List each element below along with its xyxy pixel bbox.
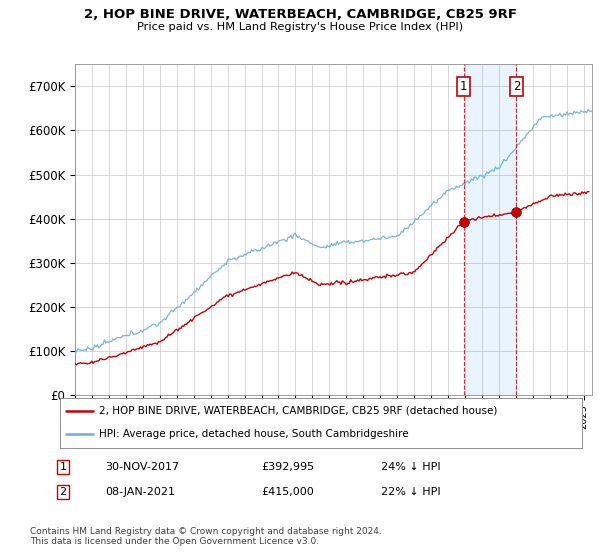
Bar — [464, 64, 517, 395]
Text: 24% ↓ HPI: 24% ↓ HPI — [381, 462, 440, 472]
Text: £392,995: £392,995 — [261, 462, 314, 472]
Text: 2, HOP BINE DRIVE, WATERBEACH, CAMBRIDGE, CB25 9RF: 2, HOP BINE DRIVE, WATERBEACH, CAMBRIDGE… — [83, 8, 517, 21]
Text: Contains HM Land Registry data © Crown copyright and database right 2024.
This d: Contains HM Land Registry data © Crown c… — [30, 526, 382, 546]
Text: 1: 1 — [460, 80, 467, 93]
Text: 08-JAN-2021: 08-JAN-2021 — [105, 487, 175, 497]
Text: 1: 1 — [59, 462, 67, 472]
Text: HPI: Average price, detached house, South Cambridgeshire: HPI: Average price, detached house, Sout… — [99, 429, 409, 439]
Text: 22% ↓ HPI: 22% ↓ HPI — [381, 487, 440, 497]
Text: 2, HOP BINE DRIVE, WATERBEACH, CAMBRIDGE, CB25 9RF (detached house): 2, HOP BINE DRIVE, WATERBEACH, CAMBRIDGE… — [99, 405, 497, 416]
Text: Price paid vs. HM Land Registry's House Price Index (HPI): Price paid vs. HM Land Registry's House … — [137, 22, 463, 32]
Text: 30-NOV-2017: 30-NOV-2017 — [105, 462, 179, 472]
Text: £415,000: £415,000 — [261, 487, 314, 497]
Text: 2: 2 — [512, 80, 520, 93]
Text: 2: 2 — [59, 487, 67, 497]
